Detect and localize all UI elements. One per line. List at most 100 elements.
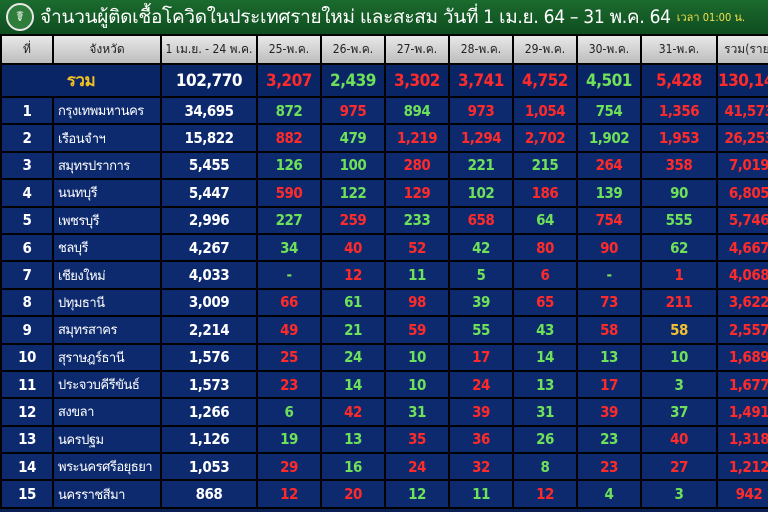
day-cell: 754 (578, 98, 640, 124)
row-number: 14 (2, 454, 52, 480)
total-cell: 2,557 (718, 317, 768, 343)
day-cell: 12 (258, 481, 320, 507)
day-cell: 24 (450, 371, 512, 398)
column-header: จังหวัด (54, 36, 160, 63)
day-cell: 65 (514, 289, 576, 316)
day-cell: 3 (642, 371, 716, 398)
table-row: 7 เชียงใหม่ 4,033-12 11 5 6-1 4,068 (2, 262, 768, 288)
day-cell: 5,428 (642, 65, 716, 96)
province-name: ปทุมธานี (54, 289, 160, 316)
day-cell: 221 (450, 152, 512, 179)
day-cell: 975 (322, 98, 384, 124)
province-name: สมุทรสาคร (54, 317, 160, 343)
total-cell: 26,253 (718, 125, 768, 151)
day-cell: 61 (322, 289, 384, 316)
cumulative-cell: 868 (162, 481, 256, 507)
day-cell: 2,439 (322, 65, 384, 96)
day-cell: 14 (322, 371, 384, 398)
day-cell: 10 (642, 344, 716, 370)
day-cell: 1,356 (642, 98, 716, 124)
row-number: 6 (2, 234, 52, 261)
row-number: 3 (2, 152, 52, 179)
cumulative-cell: 1,266 (162, 399, 256, 425)
day-cell: 13 (514, 371, 576, 398)
cumulative-cell: 5,447 (162, 180, 256, 206)
day-cell: 90 (578, 234, 640, 261)
day-cell: 42 (450, 234, 512, 261)
cumulative-cell: 2,214 (162, 317, 256, 343)
total-row: รวม 102,770 3,207 2,439 3,302 3,741 4,752 4,501… (2, 65, 768, 96)
total-cell: 4,068 (718, 262, 768, 288)
day-cell: 58 (642, 317, 716, 343)
day-cell: 100 (322, 152, 384, 179)
table-row: 6 ชลบุรี 4,267 34 40 52 42 80 90 62 4,667 (2, 234, 768, 261)
day-cell: 5 (450, 262, 512, 288)
table-row: 2 เรือนจำฯ 15,822 882 479 1,219 1,294 2,702 1,90… (2, 125, 768, 151)
row-number: 5 (2, 207, 52, 233)
province-name: นครราชสีมา (54, 481, 160, 507)
column-header: 28-พ.ค. (450, 36, 512, 63)
day-cell: 23 (258, 371, 320, 398)
column-header: 25-พ.ค. (258, 36, 320, 63)
day-cell: 259 (322, 207, 384, 233)
day-cell: 39 (450, 289, 512, 316)
total-cell: 130,140 (718, 65, 768, 96)
day-cell: 29 (258, 454, 320, 480)
day-cell: 16 (322, 454, 384, 480)
day-cell: 4,752 (514, 65, 576, 96)
covid-cases-table: ที่ จังหวัด 1 เม.ย. - 24 พ.ค. 25-พ.ค. 26-พ.ค… (0, 34, 768, 509)
total-cell: 5,746 (718, 207, 768, 233)
day-cell: 13 (578, 344, 640, 370)
column-header: 30-พ.ค. (578, 36, 640, 63)
row-number: 7 (2, 262, 52, 288)
day-cell: 14 (514, 344, 576, 370)
day-cell: 4 (578, 481, 640, 507)
cumulative-cell: 4,267 (162, 234, 256, 261)
cumulative-cell: 5,455 (162, 152, 256, 179)
day-cell: 129 (386, 180, 448, 206)
total-cell: 1,491 (718, 399, 768, 425)
day-cell: 894 (386, 98, 448, 124)
province-name: สุราษฎร์ธานี (54, 344, 160, 370)
table-row: 15 นครราชสีมา 868 12 20 12 11 12 4 3 942 (2, 481, 768, 507)
day-cell: 227 (258, 207, 320, 233)
table-row: 1 กรุงเทพมหานคร 34,695 872 975 894 973 1,054 754… (2, 98, 768, 124)
day-cell: 973 (450, 98, 512, 124)
cumulative-cell: 102,770 (162, 65, 256, 96)
province-name: สงขลา (54, 399, 160, 425)
day-cell: 555 (642, 207, 716, 233)
cumulative-cell: 4,033 (162, 262, 256, 288)
day-cell: 122 (322, 180, 384, 206)
day-cell: 58 (578, 317, 640, 343)
day-cell: 3,207 (258, 65, 320, 96)
day-cell: 21 (322, 317, 384, 343)
province-name: ประจวบคีรีขันธ์ (54, 371, 160, 398)
day-cell: 66 (258, 289, 320, 316)
day-cell: 358 (642, 152, 716, 179)
column-header: ที่ (2, 36, 52, 63)
row-number: 13 (2, 426, 52, 453)
day-cell: 11 (450, 481, 512, 507)
total-cell: 1,677 (718, 371, 768, 398)
column-header: 31-พ.ค. (642, 36, 716, 63)
day-cell: 139 (578, 180, 640, 206)
cumulative-cell: 1,573 (162, 371, 256, 398)
column-header: 27-พ.ค. (386, 36, 448, 63)
day-cell: 20 (322, 481, 384, 507)
row-number: 4 (2, 180, 52, 206)
day-cell: 754 (578, 207, 640, 233)
day-cell: - (258, 262, 320, 288)
day-cell: 90 (642, 180, 716, 206)
day-cell: 6 (258, 399, 320, 425)
day-cell: 479 (322, 125, 384, 151)
row-number: 12 (2, 399, 52, 425)
day-cell: 3,741 (450, 65, 512, 96)
cumulative-cell: 3,009 (162, 289, 256, 316)
table-row: 14 พระนครศรีอยุธยา 1,053 29 16 24 32 8 23 27 1,212 (2, 454, 768, 480)
day-cell: 42 (322, 399, 384, 425)
day-cell: 25 (258, 344, 320, 370)
day-cell: 36 (450, 426, 512, 453)
province-name: ชลบุรี (54, 234, 160, 261)
day-cell: 1,953 (642, 125, 716, 151)
column-header: 1 เม.ย. - 24 พ.ค. (162, 36, 256, 63)
